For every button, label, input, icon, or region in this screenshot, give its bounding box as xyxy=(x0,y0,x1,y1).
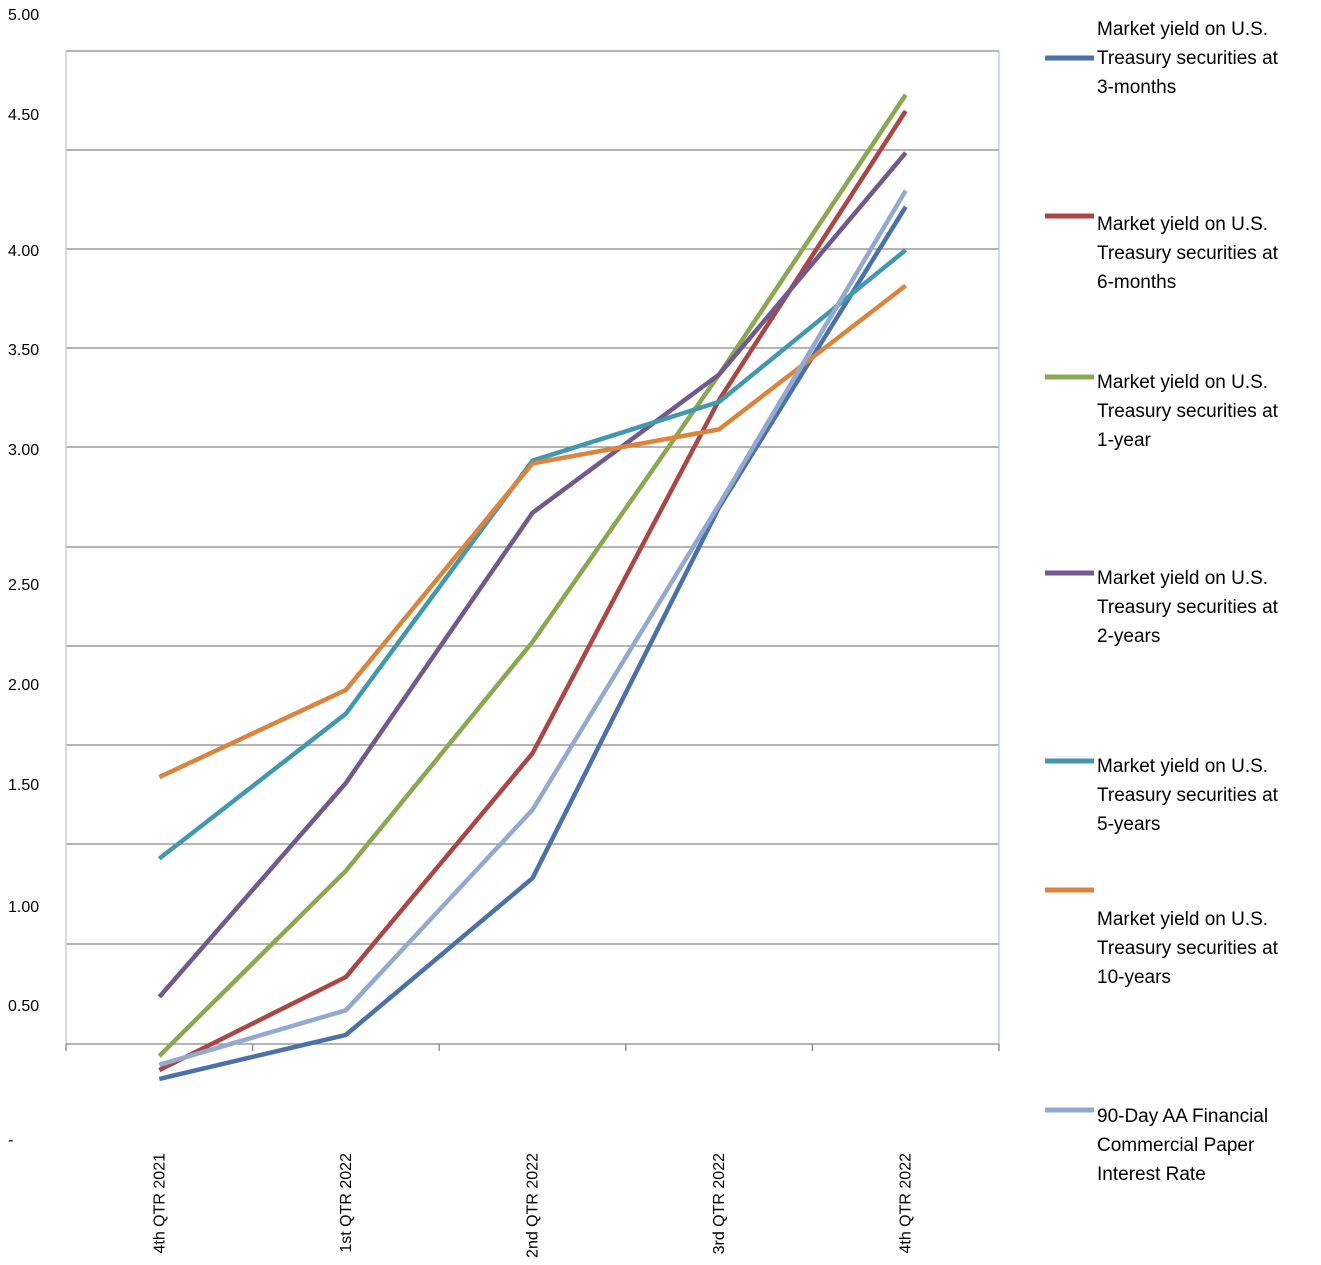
legend-label-line: 3-months xyxy=(1097,77,1176,98)
legend-item-7: 90-Day AA Financial Commercial Paper Inter… xyxy=(1045,1106,1268,1185)
legend-label-line: Market yield on U.S. xyxy=(1097,214,1268,235)
y-tick-label-2-00: 2.00 xyxy=(8,677,39,694)
series-line-7 xyxy=(158,189,908,1067)
legend-label-line: 2-years xyxy=(1097,626,1160,647)
legend-label-line: 10-years xyxy=(1097,967,1171,988)
x-tick-label-4th-qtr-2022: 4th QTR 2022 xyxy=(898,1153,915,1254)
axes xyxy=(65,51,1000,1051)
legend-label-line: 6-months xyxy=(1097,272,1176,293)
x-tick-label-3rd-qtr-2022: 3rd QTR 2022 xyxy=(711,1153,728,1254)
x-tick-label-1st-qtr-2022: 1st QTR 2022 xyxy=(338,1153,355,1253)
x-tick-label-4th-qtr-2021: 4th QTR 2021 xyxy=(151,1153,168,1254)
legend-label-line: Treasury securities at xyxy=(1097,785,1279,806)
legend-label-line: Interest Rate xyxy=(1097,1164,1206,1185)
legend-label-line: 5-years xyxy=(1097,814,1160,835)
series-line-2 xyxy=(158,109,908,1073)
legend-label-line: Treasury securities at xyxy=(1097,401,1279,422)
legend-label-line: Market yield on U.S. xyxy=(1097,19,1268,40)
legend-item-3: Market yield on U.S. Treasury securities … xyxy=(1045,372,1279,451)
y-tick-label-2-50: 2.50 xyxy=(8,577,39,594)
legend-item-4: Market yield on U.S. Treasury securities … xyxy=(1045,568,1279,647)
legend-label-line: Market yield on U.S. xyxy=(1097,372,1268,393)
y-tick-label-4-00: 4.00 xyxy=(8,243,39,260)
legend-label-line: 90-Day AA Financial xyxy=(1097,1106,1268,1127)
legend-label-line: Market yield on U.S. xyxy=(1097,568,1268,589)
legend-item-6: Market yield on U.S. Treasury securities … xyxy=(1045,887,1279,988)
legend-label-line: Commercial Paper xyxy=(1097,1135,1255,1156)
series-line-3 xyxy=(157,93,908,1058)
series-line-5 xyxy=(157,248,908,861)
legend-item-1: Market yield on U.S. Treasury securities … xyxy=(1045,19,1279,98)
x-tick-label-2nd-qtr-2022: 2nd QTR 2022 xyxy=(525,1153,542,1258)
y-tick-label-3-00: 3.00 xyxy=(8,442,39,459)
series-line-1 xyxy=(158,205,908,1082)
y-axis-tick-labels: 5.00 4.50 4.00 3.50 3.00 2.50 2.00 1.50 1.00 0.50… xyxy=(8,7,39,1149)
y-tick-label-5-00: 5.00 xyxy=(8,7,39,24)
series-line-6 xyxy=(158,283,908,780)
legend-label-line: Treasury securities at xyxy=(1097,597,1279,618)
legend-label-line: Market yield on U.S. xyxy=(1097,909,1268,930)
legend: Market yield on U.S. Treasury securities … xyxy=(1045,19,1279,1185)
y-tick-label-0-50: 0.50 xyxy=(8,998,39,1015)
series-lines xyxy=(157,93,908,1082)
y-tick-label-1-00: 1.00 xyxy=(8,899,39,916)
legend-item-2: Market yield on U.S. Treasury securities … xyxy=(1045,213,1279,293)
grid-lines xyxy=(66,50,999,945)
legend-item-5: Market yield on U.S. Treasury securities … xyxy=(1045,756,1279,835)
legend-label-line: Treasury securities at xyxy=(1097,243,1279,264)
y-tick-label-zero: - xyxy=(8,1132,13,1149)
y-tick-label-1-50: 1.50 xyxy=(8,777,39,794)
series-line-4 xyxy=(157,151,908,999)
legend-label-line: Treasury securities at xyxy=(1097,48,1279,69)
x-axis-tick-labels: 4th QTR 2021 1st QTR 2022 2nd QTR 2022 3rd … xyxy=(151,1153,914,1258)
legend-label-line: Treasury securities at xyxy=(1097,938,1279,959)
legend-label-line: 1-year xyxy=(1097,430,1152,451)
y-tick-label-4-50: 4.50 xyxy=(8,107,39,124)
legend-label-line: Market yield on U.S. xyxy=(1097,756,1268,777)
y-tick-label-3-50: 3.50 xyxy=(8,342,39,359)
